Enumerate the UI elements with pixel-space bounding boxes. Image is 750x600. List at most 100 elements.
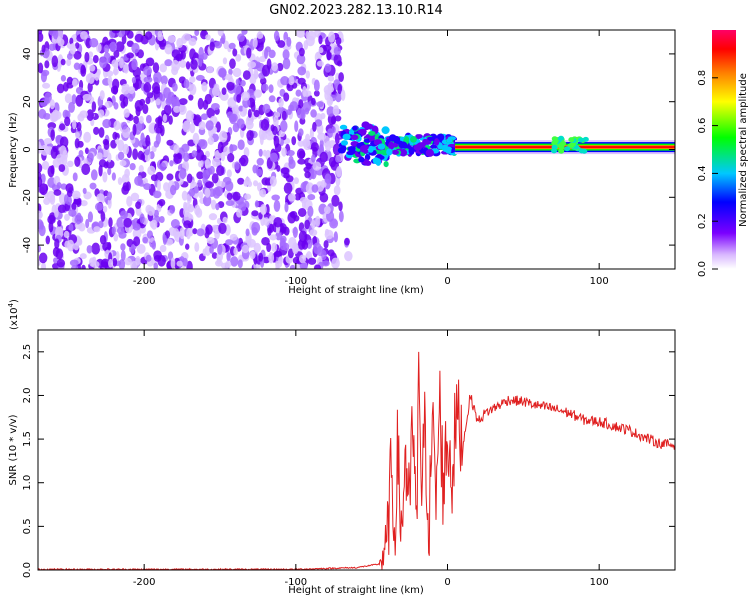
heatmap-cell bbox=[198, 121, 206, 131]
heatmap-cell bbox=[250, 101, 256, 113]
heatmap-cell bbox=[237, 177, 245, 185]
heatmap-cell bbox=[50, 164, 55, 175]
heatmap-cell bbox=[256, 157, 264, 166]
heatmap-cell bbox=[340, 145, 347, 152]
heatmap-cell bbox=[191, 150, 198, 158]
heatmap-cell bbox=[77, 140, 84, 148]
heatmap-cell bbox=[243, 179, 248, 187]
heatmap-cell bbox=[227, 152, 235, 163]
heatmap-cell bbox=[425, 149, 435, 157]
heatmap-cell bbox=[178, 104, 187, 115]
heatmap-cell bbox=[115, 41, 125, 52]
heatmap-cell bbox=[53, 257, 58, 264]
heatmap-cell bbox=[284, 201, 289, 213]
heatmap-cell bbox=[261, 236, 270, 246]
heatmap-cell bbox=[214, 40, 223, 49]
heatmap-cell bbox=[196, 228, 205, 237]
x-tick-label: -200 bbox=[133, 276, 156, 287]
heatmap-cell bbox=[360, 128, 367, 136]
heatmap-cell bbox=[253, 89, 262, 98]
heatmap-cell bbox=[358, 156, 365, 163]
heatmap-cell bbox=[307, 257, 317, 265]
heatmap-cell bbox=[197, 97, 204, 110]
heatmap-cell bbox=[297, 207, 307, 217]
heatmap-cell bbox=[122, 143, 129, 155]
heatmap-cell bbox=[93, 126, 100, 135]
heatmap-cell bbox=[87, 152, 94, 163]
heatmap-cell bbox=[214, 228, 220, 240]
heatmap-cell bbox=[52, 109, 59, 122]
heatmap-cell bbox=[377, 143, 386, 150]
heatmap-cell bbox=[294, 193, 302, 201]
heatmap-cell bbox=[43, 138, 53, 145]
heatmap-cell bbox=[169, 184, 177, 196]
heatmap-cell bbox=[316, 245, 324, 257]
heatmap-cell bbox=[239, 154, 249, 167]
heatmap-cell bbox=[140, 153, 146, 161]
heatmap-cell bbox=[199, 139, 208, 150]
heatmap-cell bbox=[91, 242, 101, 255]
heatmap-cell bbox=[152, 190, 162, 199]
heatmap-cell bbox=[195, 207, 203, 218]
heatmap-cell bbox=[202, 195, 212, 207]
heatmap-cell bbox=[339, 124, 348, 130]
heatmap-cell bbox=[43, 112, 51, 120]
heatmap-cell bbox=[40, 69, 50, 77]
heatmap-cell bbox=[38, 224, 46, 237]
heatmap-cell bbox=[126, 30, 134, 39]
heatmap-cell bbox=[298, 47, 305, 57]
heatmap-cell bbox=[143, 66, 153, 76]
heatmap-cell bbox=[335, 155, 342, 163]
heatmap-cell bbox=[120, 100, 126, 109]
heatmap-cell bbox=[333, 231, 338, 243]
heatmap-cell bbox=[145, 134, 151, 147]
heatmap-cell bbox=[281, 110, 287, 121]
heatmap-cell bbox=[286, 108, 292, 115]
heatmap-cell bbox=[181, 143, 190, 153]
heatmap-cell bbox=[186, 228, 191, 240]
heatmap-cell bbox=[139, 115, 144, 124]
heatmap-cell bbox=[90, 260, 100, 268]
heatmap-cell bbox=[236, 94, 242, 103]
heatmap-cell bbox=[156, 203, 162, 213]
heatmap-cell bbox=[112, 78, 120, 90]
heatmap-cell bbox=[72, 119, 77, 130]
heatmap-cell bbox=[429, 144, 438, 150]
heatmap-cell bbox=[287, 193, 296, 202]
heatmap-cell bbox=[210, 102, 220, 111]
heatmap-cell bbox=[74, 156, 81, 167]
heatmap-cell bbox=[94, 202, 104, 211]
heatmap-cell bbox=[338, 210, 344, 223]
x-tick-label: -100 bbox=[284, 577, 307, 588]
heatmap-cell bbox=[197, 179, 203, 188]
heatmap-cell bbox=[160, 75, 168, 85]
heatmap-cell bbox=[172, 82, 178, 92]
heatmap-cell bbox=[38, 32, 44, 43]
heatmap-cell bbox=[368, 130, 376, 136]
heatmap-cell bbox=[143, 183, 152, 191]
heatmap-cell bbox=[211, 86, 220, 97]
heatmap-cell bbox=[55, 248, 64, 260]
heatmap-cell bbox=[346, 150, 355, 156]
heatmap-cell bbox=[145, 114, 152, 124]
heatmap-cell bbox=[205, 224, 213, 235]
heatmap-cell bbox=[277, 40, 286, 48]
colorbar-tick-label: 0.6 bbox=[697, 118, 708, 134]
heatmap-cell bbox=[48, 220, 54, 233]
heatmap-cell bbox=[312, 121, 317, 132]
heatmap-cell bbox=[155, 133, 161, 145]
heatmap-cell bbox=[159, 162, 167, 172]
heatmap-cell bbox=[107, 167, 112, 176]
heatmap-cell bbox=[75, 94, 84, 107]
heatmap-cell bbox=[50, 129, 55, 142]
heatmap-cell bbox=[65, 183, 74, 193]
heatmap-cell bbox=[102, 118, 112, 129]
heatmap-cell bbox=[183, 206, 190, 218]
x-tick-label: 100 bbox=[590, 577, 609, 588]
heatmap-cell bbox=[268, 95, 276, 103]
heatmap-cell bbox=[124, 168, 130, 178]
heatmap-cell bbox=[178, 98, 188, 106]
heatmap-cell bbox=[142, 104, 149, 115]
heatmap-cell bbox=[235, 54, 242, 62]
heatmap-cell bbox=[186, 260, 193, 269]
